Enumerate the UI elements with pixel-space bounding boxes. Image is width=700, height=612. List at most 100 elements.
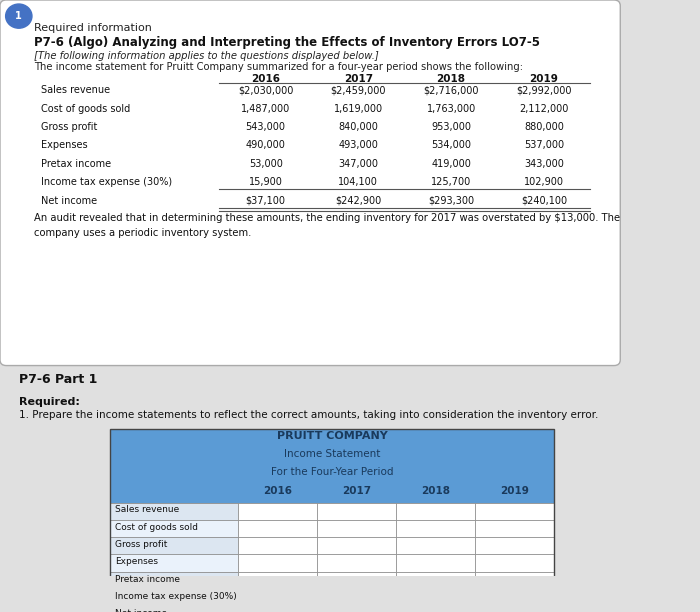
FancyBboxPatch shape	[238, 572, 317, 589]
FancyBboxPatch shape	[317, 589, 396, 606]
Text: 543,000: 543,000	[246, 122, 286, 132]
Text: 419,000: 419,000	[431, 159, 471, 169]
Text: Income tax expense (30%): Income tax expense (30%)	[115, 592, 237, 601]
Text: company uses a periodic inventory system.: company uses a periodic inventory system…	[34, 228, 252, 238]
FancyBboxPatch shape	[0, 0, 620, 365]
FancyBboxPatch shape	[475, 554, 554, 572]
Text: $293,300: $293,300	[428, 196, 474, 206]
Text: 1: 1	[15, 11, 22, 21]
Text: 1,487,000: 1,487,000	[241, 103, 290, 114]
FancyBboxPatch shape	[110, 572, 238, 589]
FancyBboxPatch shape	[475, 520, 554, 537]
Text: 2019: 2019	[500, 486, 529, 496]
Text: Sales revenue: Sales revenue	[41, 85, 110, 95]
Text: 104,100: 104,100	[338, 177, 378, 187]
Text: 2018: 2018	[437, 73, 466, 84]
FancyBboxPatch shape	[396, 554, 475, 572]
FancyBboxPatch shape	[110, 502, 238, 520]
Text: The income statement for Pruitt Company summarized for a four-year period shows : The income statement for Pruitt Company …	[34, 62, 524, 72]
Text: 2017: 2017	[344, 73, 373, 84]
Text: 537,000: 537,000	[524, 141, 564, 151]
FancyBboxPatch shape	[317, 520, 396, 537]
FancyBboxPatch shape	[110, 520, 238, 537]
Text: Sales revenue: Sales revenue	[115, 506, 179, 515]
Text: 2016: 2016	[263, 486, 292, 496]
Text: Net income: Net income	[115, 609, 167, 612]
FancyBboxPatch shape	[110, 589, 238, 606]
FancyBboxPatch shape	[396, 572, 475, 589]
Text: [The following information applies to the questions displayed below.]: [The following information applies to th…	[34, 51, 379, 61]
Text: 534,000: 534,000	[431, 141, 471, 151]
Text: 953,000: 953,000	[431, 122, 471, 132]
Text: 880,000: 880,000	[524, 122, 564, 132]
FancyBboxPatch shape	[475, 572, 554, 589]
Text: Expenses: Expenses	[115, 558, 158, 566]
Text: Required:: Required:	[19, 397, 80, 407]
Text: 2,112,000: 2,112,000	[519, 103, 568, 114]
Text: $2,030,000: $2,030,000	[238, 85, 293, 95]
FancyBboxPatch shape	[317, 502, 396, 520]
Text: $242,900: $242,900	[335, 196, 382, 206]
FancyBboxPatch shape	[475, 502, 554, 520]
Text: 1,619,000: 1,619,000	[334, 103, 383, 114]
Text: 347,000: 347,000	[338, 159, 379, 169]
FancyBboxPatch shape	[475, 606, 554, 612]
Text: Gross profit: Gross profit	[115, 540, 167, 549]
FancyBboxPatch shape	[238, 537, 317, 554]
Text: 490,000: 490,000	[246, 141, 286, 151]
Text: 125,700: 125,700	[431, 177, 471, 187]
FancyBboxPatch shape	[475, 589, 554, 606]
FancyBboxPatch shape	[238, 520, 317, 537]
FancyBboxPatch shape	[396, 537, 475, 554]
Text: Pretax income: Pretax income	[41, 159, 111, 169]
Text: PRUITT COMPANY: PRUITT COMPANY	[276, 431, 387, 441]
Circle shape	[6, 4, 32, 28]
FancyBboxPatch shape	[317, 606, 396, 612]
Text: Cost of goods sold: Cost of goods sold	[41, 103, 130, 114]
Text: An audit revealed that in determining these amounts, the ending inventory for 20: An audit revealed that in determining th…	[34, 213, 621, 223]
Text: Gross profit: Gross profit	[41, 122, 97, 132]
Text: For the Four-Year Period: For the Four-Year Period	[271, 468, 393, 477]
Text: 1. Prepare the income statements to reflect the correct amounts, taking into con: 1. Prepare the income statements to refl…	[19, 410, 598, 420]
Text: 2018: 2018	[421, 486, 450, 496]
Text: 15,900: 15,900	[248, 177, 283, 187]
FancyBboxPatch shape	[317, 554, 396, 572]
FancyBboxPatch shape	[238, 589, 317, 606]
FancyBboxPatch shape	[317, 572, 396, 589]
Text: $37,100: $37,100	[246, 196, 286, 206]
FancyBboxPatch shape	[396, 606, 475, 612]
FancyBboxPatch shape	[317, 537, 396, 554]
Text: Income Statement: Income Statement	[284, 449, 380, 459]
Text: $2,459,000: $2,459,000	[330, 85, 386, 95]
Text: P7-6 (Algo) Analyzing and Interpreting the Effects of Inventory Errors LO7-5: P7-6 (Algo) Analyzing and Interpreting t…	[34, 35, 540, 49]
FancyBboxPatch shape	[110, 554, 238, 572]
FancyBboxPatch shape	[238, 502, 317, 520]
Text: 2017: 2017	[342, 486, 371, 496]
FancyBboxPatch shape	[110, 537, 238, 554]
Text: 343,000: 343,000	[524, 159, 564, 169]
Text: 1,763,000: 1,763,000	[426, 103, 476, 114]
Text: 53,000: 53,000	[248, 159, 283, 169]
Text: 840,000: 840,000	[338, 122, 378, 132]
Text: Cost of goods sold: Cost of goods sold	[115, 523, 197, 532]
Text: P7-6 Part 1: P7-6 Part 1	[19, 373, 97, 386]
Text: $2,992,000: $2,992,000	[516, 85, 572, 95]
FancyBboxPatch shape	[238, 554, 317, 572]
FancyBboxPatch shape	[396, 502, 475, 520]
Text: Expenses: Expenses	[41, 141, 88, 151]
Text: $2,716,000: $2,716,000	[424, 85, 479, 95]
FancyBboxPatch shape	[238, 606, 317, 612]
Text: 2016: 2016	[251, 73, 280, 84]
Text: Net income: Net income	[41, 196, 97, 206]
FancyBboxPatch shape	[396, 520, 475, 537]
Text: $240,100: $240,100	[521, 196, 567, 206]
Text: Income tax expense (30%): Income tax expense (30%)	[41, 177, 172, 187]
FancyBboxPatch shape	[110, 429, 554, 502]
Text: 2019: 2019	[529, 73, 559, 84]
Text: Pretax income: Pretax income	[115, 575, 180, 583]
Text: 493,000: 493,000	[338, 141, 378, 151]
Text: Required information: Required information	[34, 23, 153, 33]
FancyBboxPatch shape	[396, 589, 475, 606]
FancyBboxPatch shape	[475, 537, 554, 554]
FancyBboxPatch shape	[110, 606, 238, 612]
